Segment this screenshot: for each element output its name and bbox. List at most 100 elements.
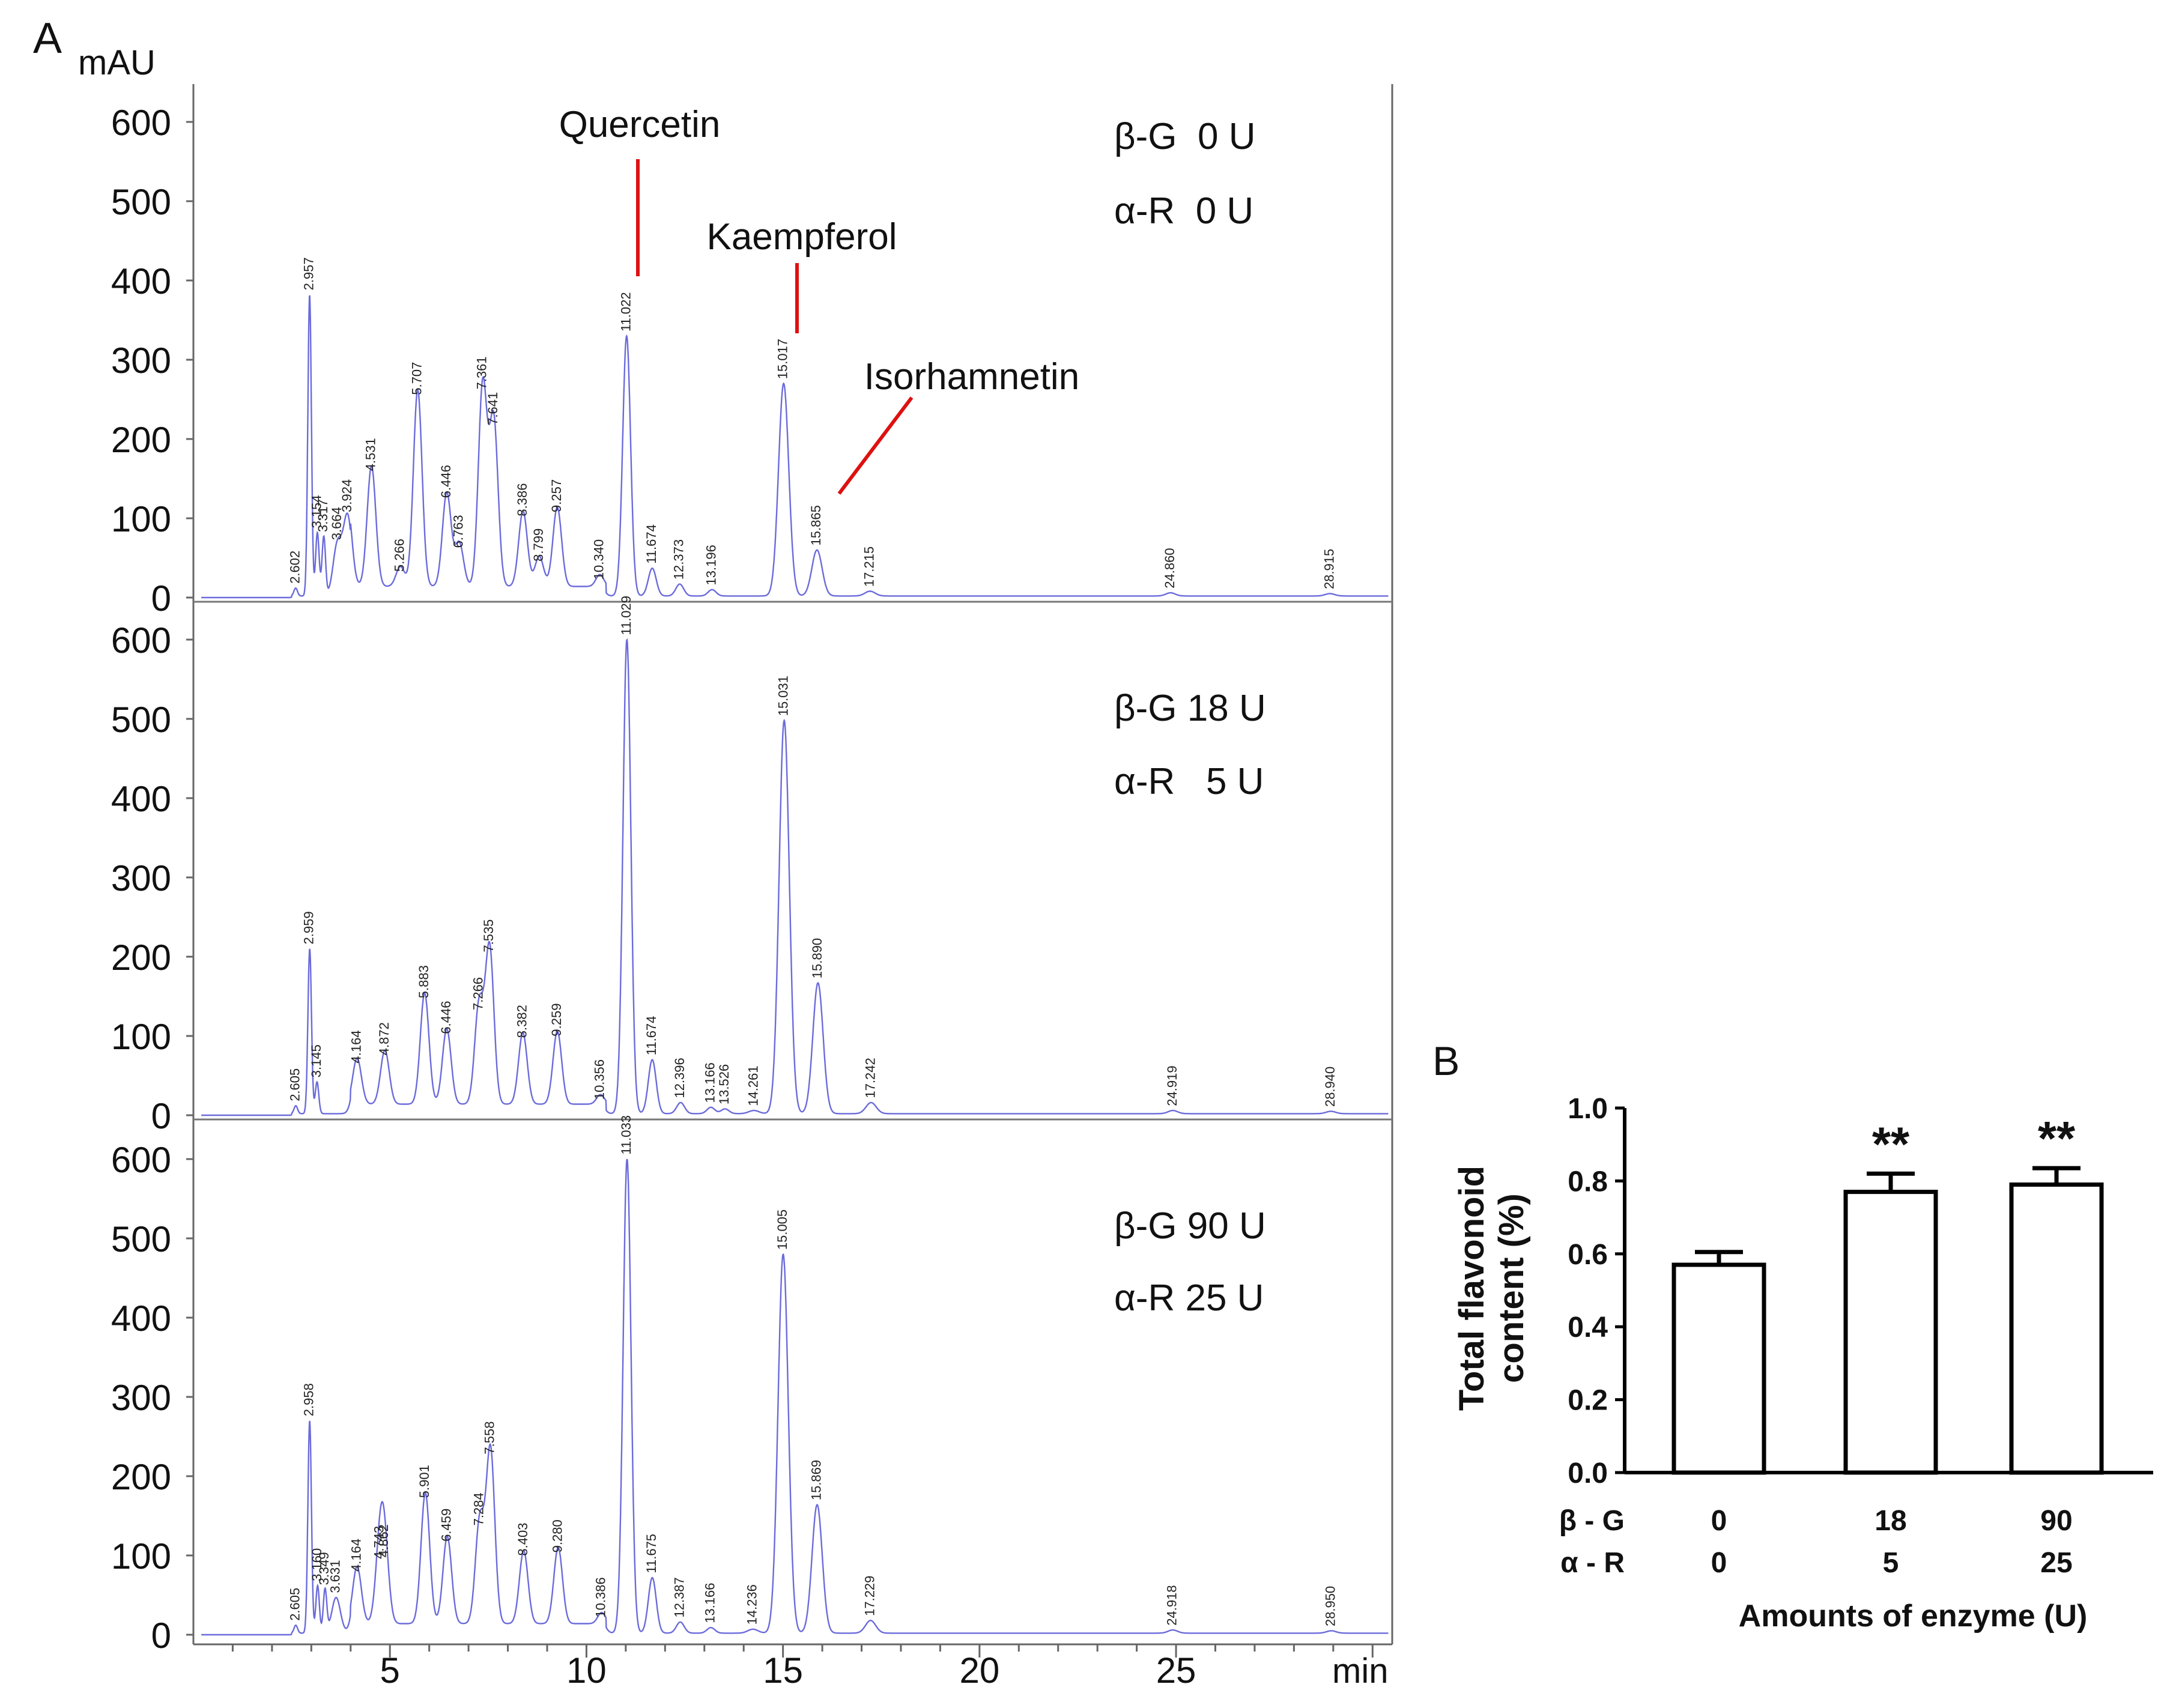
peak-label: 17.242 [862,1058,877,1098]
chromatogram-frame [192,84,1393,1646]
y-tick-label: 0 [151,1096,171,1136]
peak-label: 11.675 [644,1534,659,1573]
peak-label: 3.145 [309,1044,324,1077]
peak-label: 7.641 [485,392,500,425]
peak-label: 12.387 [672,1577,687,1617]
y-tick-label: 600 [111,1140,171,1180]
peak-label: 2.958 [302,1383,317,1416]
peak-label: 6.763 [451,515,466,548]
peak-label: 2.959 [302,911,317,944]
x-tick-label: 15 [763,1650,803,1691]
peak-label: 2.605 [287,1068,302,1101]
peak-label: 24.919 [1165,1065,1180,1106]
y-tick-label: 400 [111,1298,171,1339]
peak-label: 15.017 [775,339,790,379]
y-tick-label: 200 [111,420,171,460]
peak-label: 5.707 [409,362,424,395]
peak-label: 15.005 [775,1210,790,1250]
ylabel-line-2: content (%) [1492,1193,1531,1383]
isorhamnetin-pointer [837,396,914,495]
peak-label: 3.154 [309,495,324,528]
bar-y-tick-label: 1.0 [1568,1093,1608,1125]
y-tick-label: 300 [111,1378,171,1418]
y-tick-label: 400 [111,779,171,819]
y-tick-label: 600 [111,103,171,143]
bar [2009,1182,2104,1475]
peak-label: 11.674 [644,524,659,564]
condition-labels: β-G 0 U α-R 0 U β-G 18 U α-R 5 U β-G 90 … [1114,116,1266,1319]
x-tick-label: 5 [380,1650,400,1691]
bar-chart-ylabel: Total flavonoid content (%) [1452,1166,1531,1411]
y-tick-label: 600 [111,620,171,661]
peak-label: 15.031 [776,676,791,716]
peak-label: 9.280 [550,1519,565,1552]
peak-label: 15.890 [810,938,825,978]
x-tick-label: 20 [959,1650,999,1691]
x-tick-label: 25 [1156,1650,1196,1691]
peak-label: 12.396 [672,1058,687,1098]
peak-label: 15.865 [808,505,823,545]
y-tick-label: 100 [111,1536,171,1576]
y-tick-label: 500 [111,700,171,740]
peak-label: 3.317 [315,499,330,532]
y-tick-label: 0 [151,1616,171,1656]
peak-label: 7.284 [471,1492,486,1525]
peak-label: 5.901 [417,1465,432,1498]
peak-label: 4.164 [349,1030,364,1063]
peak-label: 9.259 [549,1003,564,1036]
peak-label: 3.160 [309,1548,324,1581]
peak-label: 4.164 [349,1539,364,1572]
row-label-bg: β - G [1559,1505,1625,1537]
peak-label: 7.535 [481,919,496,952]
peak-label: 2.602 [287,551,302,584]
peak-label: 28.915 [1321,549,1336,589]
y-tick-label: 100 [111,1017,171,1057]
peak-label: 6.459 [439,1509,454,1542]
significance-marker: ** [2038,1112,2076,1165]
peak-label: 8.382 [515,1005,530,1038]
ylabel-line-1: Total flavonoid [1452,1166,1491,1411]
chromatogram-trace-2 [201,638,1389,1116]
bar-y-tick-label: 0.8 [1568,1166,1608,1198]
peak-label: 3.349 [317,1552,332,1585]
condition-3-bg: β-G 90 U [1114,1205,1266,1247]
bar-y-tick-label: 0.4 [1568,1312,1608,1343]
y-tick-label: 500 [111,1219,171,1259]
peak-label: 10.356 [592,1059,607,1100]
bar-chart-xlabel: Amounts of enzyme (U) [1739,1599,2088,1634]
peak-label: 13.526 [717,1064,732,1104]
peak-label: 14.236 [745,1584,760,1625]
peak-label: 8.403 [515,1522,530,1555]
peak-label: 12.373 [671,539,686,580]
peak-label: 11.674 [644,1016,659,1056]
chromatogram-y-axes: 0100200300400500600010020030040050060001… [111,103,1392,1656]
category-bg-label: 90 [2040,1505,2072,1537]
peak-label: 11.029 [619,596,634,635]
bar-y-tick-label: 0.2 [1568,1385,1608,1417]
y-tick-label: 100 [111,499,171,539]
peak-label: 4.872 [377,1022,392,1055]
peak-label: 14.261 [745,1065,760,1106]
x-tick-label: 10 [566,1650,607,1691]
peak-label: 9.257 [549,479,564,512]
bar-y-tick-label: 0.6 [1568,1239,1608,1271]
compound-annotations: Quercetin Kaempferol Isorhamnetin [559,104,1079,495]
peak-label: 17.215 [862,547,877,587]
peak-label: 6.446 [438,465,453,498]
bar [1671,1262,1766,1475]
bar-y-tick-label: 0.0 [1568,1458,1608,1489]
chromatogram-traces [201,295,1389,1636]
row-label-ar: α - R [1560,1547,1625,1579]
peak-label: 7.558 [482,1422,497,1455]
peak-label: 5.266 [392,539,407,572]
peak-label: 3.924 [339,479,354,512]
y-tick-label: 500 [111,182,171,222]
y-tick-label: 0 [151,578,171,619]
peak-label: 13.166 [703,1062,718,1103]
y-tick-label: 200 [111,937,171,978]
condition-1-ar: α-R 0 U [1114,190,1253,232]
peak-label: 4.743 [371,1526,386,1559]
y-tick-label: 200 [111,1457,171,1497]
peak-label: 8.386 [515,483,530,516]
